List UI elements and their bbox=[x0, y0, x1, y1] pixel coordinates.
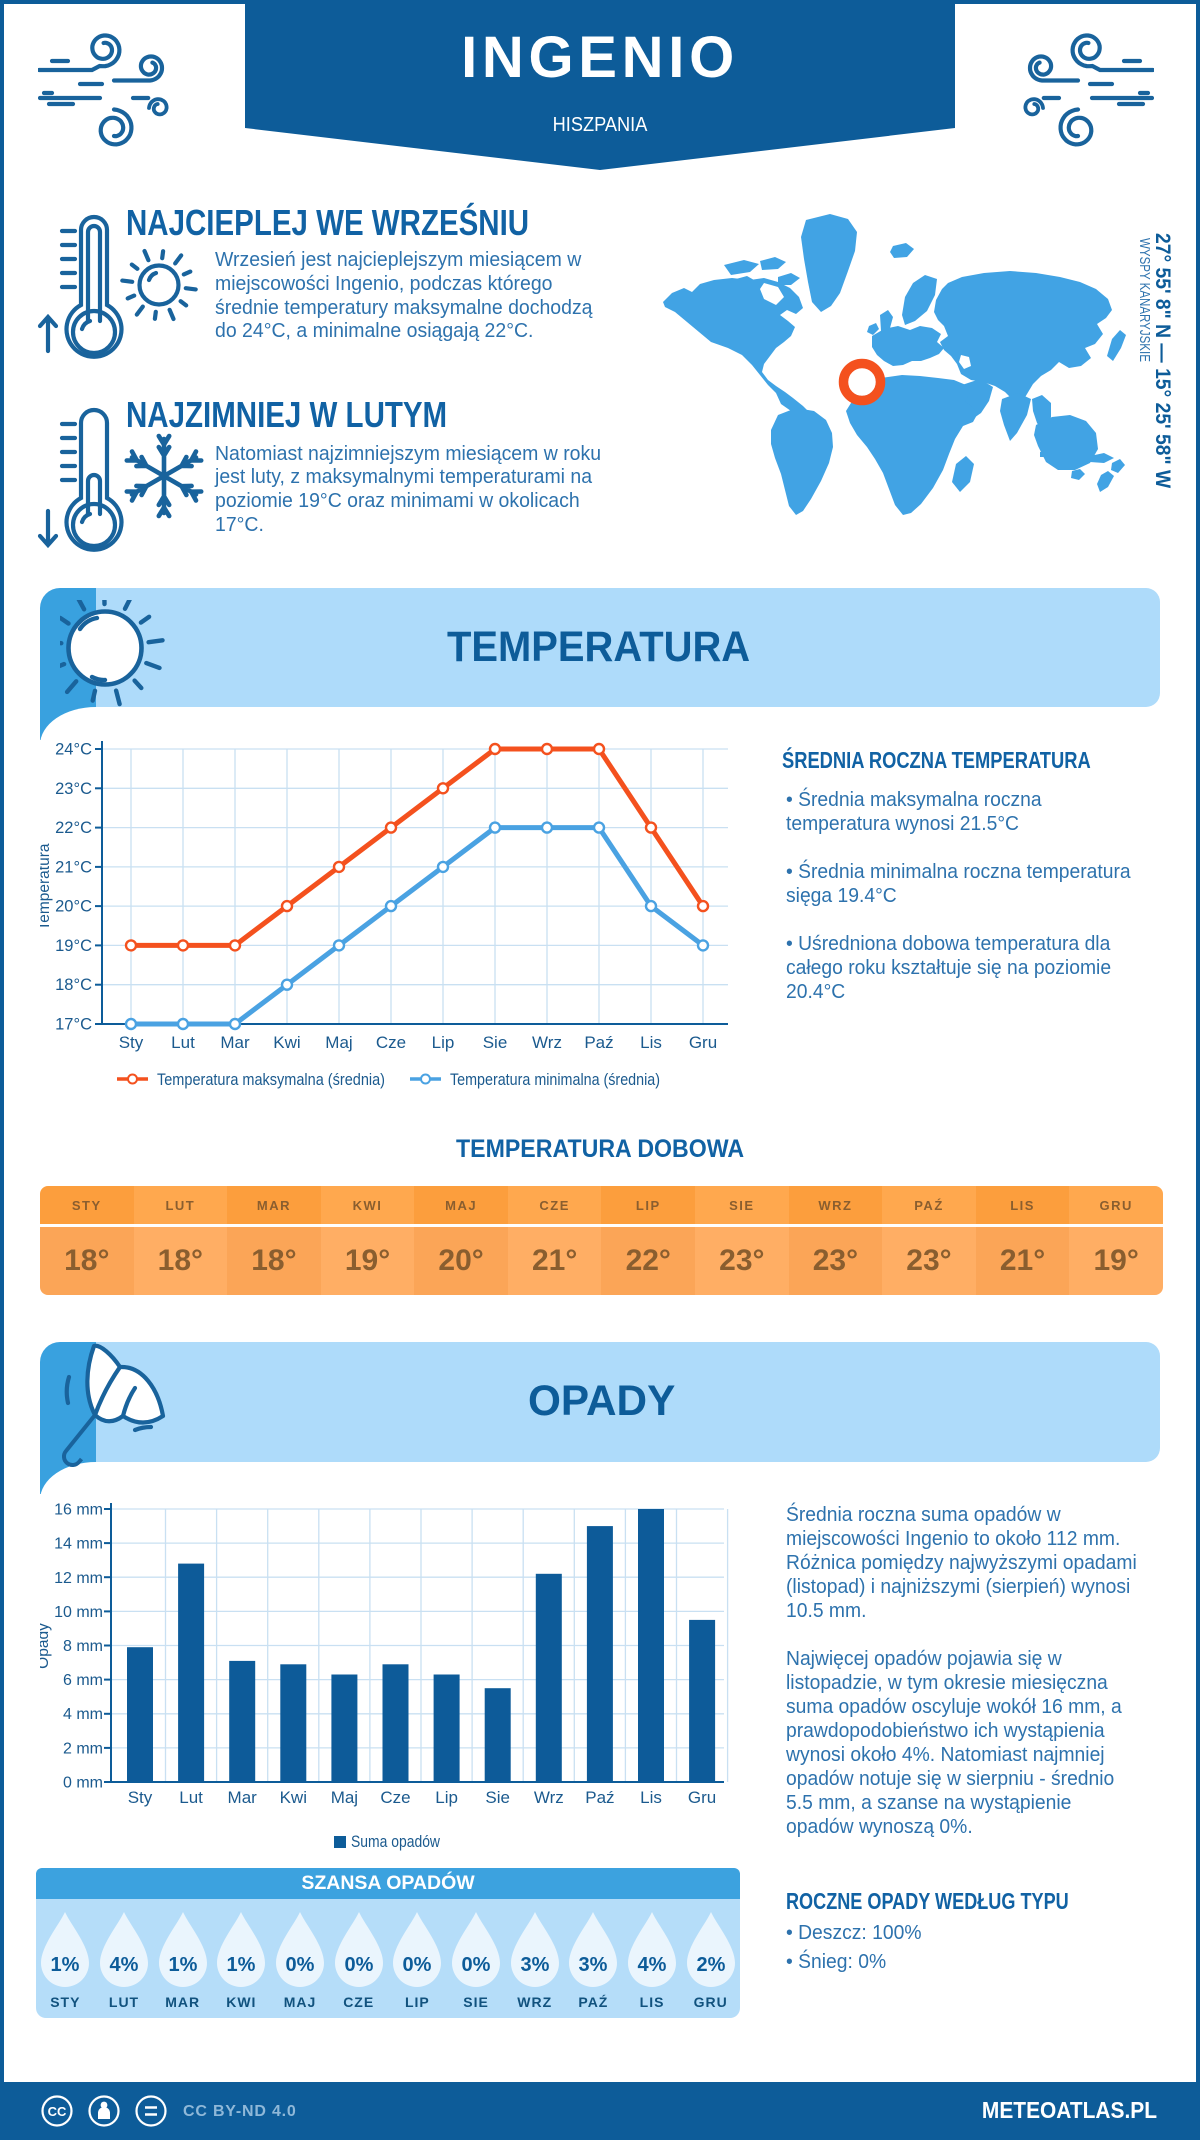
svg-text:Gru: Gru bbox=[688, 1788, 716, 1807]
svg-text:CC: CC bbox=[48, 2104, 67, 2119]
svg-text:Mar: Mar bbox=[228, 1788, 258, 1807]
svg-text:0%: 0% bbox=[403, 1954, 432, 1976]
svg-text:0%: 0% bbox=[286, 1954, 315, 1976]
svg-text:Maj: Maj bbox=[331, 1788, 358, 1807]
svg-text:Lut: Lut bbox=[179, 1788, 203, 1807]
svg-text:Wrz: Wrz bbox=[532, 1033, 562, 1052]
svg-text:1%: 1% bbox=[51, 1954, 80, 1976]
svg-text:Sie: Sie bbox=[485, 1788, 510, 1807]
svg-text:24°C: 24°C bbox=[55, 741, 92, 759]
svg-text:Maj: Maj bbox=[325, 1033, 352, 1052]
svg-text:Suma opadów: Suma opadów bbox=[351, 1833, 440, 1851]
svg-text:Lut: Lut bbox=[171, 1033, 195, 1052]
svg-text:Sty: Sty bbox=[128, 1788, 153, 1807]
svg-text:Sty: Sty bbox=[119, 1033, 144, 1052]
svg-text:Paź: Paź bbox=[584, 1033, 613, 1052]
svg-text:3%: 3% bbox=[520, 1954, 549, 1976]
svg-text:Lis: Lis bbox=[640, 1788, 662, 1807]
svg-text:Lip: Lip bbox=[435, 1788, 458, 1807]
svg-text:0%: 0% bbox=[344, 1954, 373, 1976]
svg-text:18°C: 18°C bbox=[55, 976, 92, 994]
svg-text:Lip: Lip bbox=[432, 1033, 455, 1052]
svg-text:4%: 4% bbox=[110, 1954, 139, 1976]
svg-text:Opady: Opady bbox=[40, 1623, 52, 1669]
svg-text:0 mm: 0 mm bbox=[63, 1775, 103, 1792]
svg-text:3%: 3% bbox=[579, 1954, 608, 1976]
svg-text:14 mm: 14 mm bbox=[54, 1536, 103, 1553]
svg-text:4%: 4% bbox=[638, 1954, 667, 1976]
svg-text:2%: 2% bbox=[696, 1954, 725, 1976]
svg-text:Cze: Cze bbox=[380, 1788, 410, 1807]
svg-text:Sie: Sie bbox=[483, 1033, 508, 1052]
svg-text:Temperatura: Temperatura bbox=[40, 843, 53, 930]
svg-text:4 mm: 4 mm bbox=[63, 1706, 103, 1723]
svg-text:Gru: Gru bbox=[689, 1033, 717, 1052]
svg-text:6 mm: 6 mm bbox=[63, 1672, 103, 1689]
svg-text:Temperatura maksymalna (średni: Temperatura maksymalna (średnia) bbox=[157, 1071, 385, 1089]
svg-text:22°C: 22°C bbox=[55, 819, 92, 837]
svg-text:12 mm: 12 mm bbox=[54, 1570, 103, 1587]
svg-text:Mar: Mar bbox=[220, 1033, 250, 1052]
svg-text:Cze: Cze bbox=[376, 1033, 406, 1052]
svg-text:16 mm: 16 mm bbox=[54, 1502, 103, 1519]
svg-text:17°C: 17°C bbox=[55, 1016, 92, 1034]
svg-text:Wrz: Wrz bbox=[534, 1788, 564, 1807]
svg-text:23°C: 23°C bbox=[55, 780, 92, 798]
svg-text:19°C: 19°C bbox=[55, 937, 92, 955]
svg-text:Lis: Lis bbox=[640, 1033, 662, 1052]
svg-text:Paź: Paź bbox=[585, 1788, 614, 1807]
svg-text:Kwi: Kwi bbox=[280, 1788, 307, 1807]
svg-text:2 mm: 2 mm bbox=[63, 1740, 103, 1757]
svg-text:1%: 1% bbox=[168, 1954, 197, 1976]
svg-text:21°C: 21°C bbox=[55, 858, 92, 876]
svg-text:Kwi: Kwi bbox=[273, 1033, 300, 1052]
svg-text:20°C: 20°C bbox=[55, 898, 92, 916]
svg-text:1%: 1% bbox=[227, 1954, 256, 1976]
svg-text:0%: 0% bbox=[462, 1954, 491, 1976]
svg-text:Temperatura minimalna (średnia: Temperatura minimalna (średnia) bbox=[450, 1071, 660, 1089]
svg-text:10 mm: 10 mm bbox=[54, 1604, 103, 1621]
svg-text:8 mm: 8 mm bbox=[63, 1638, 103, 1655]
